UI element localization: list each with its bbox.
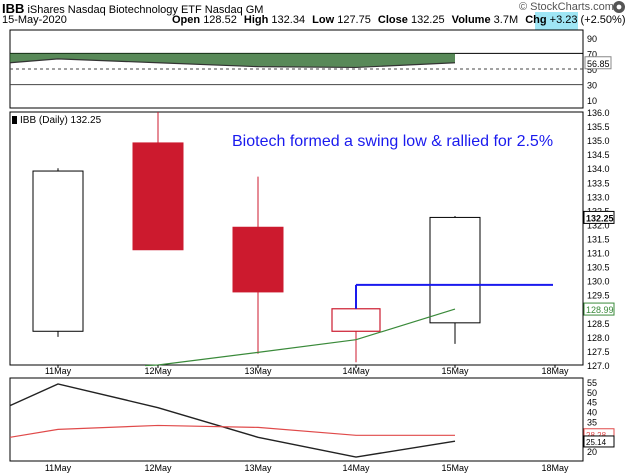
price-tick-label: 135.0	[587, 136, 610, 146]
gear-icon[interactable]	[611, 0, 627, 14]
bottom-x-axis-label: 11May	[45, 463, 72, 473]
security-name: iShares Nasdaq Biotechnology ETF	[27, 4, 202, 16]
price-tick-label: 134.5	[587, 150, 610, 160]
indicator-tick-label: 90	[587, 34, 597, 44]
oscillator-main-line	[9, 383, 456, 458]
price-tick-label: 128.0	[587, 333, 610, 343]
price-tick-label: 129.5	[587, 291, 610, 301]
bottom-x-axis-label: 14May	[342, 463, 370, 473]
indicator-tick-label: 70	[587, 49, 597, 59]
price-tick-label: 133.0	[587, 192, 610, 202]
exchange: Nasdaq GM	[204, 4, 264, 16]
ma-price-label: 128.99	[586, 305, 614, 315]
price-legend: IBB (Daily) 132.25	[20, 115, 102, 126]
ohlc-line: Open 128.52 High 132.34 Low 127.75 Close…	[172, 14, 626, 26]
bottom-x-axis-label: 12May	[144, 463, 172, 473]
change-highlight	[535, 12, 578, 32]
high-label: High	[243, 14, 269, 26]
oscillator-tick-label: 50	[587, 388, 597, 398]
price-tick-label: 135.5	[587, 122, 610, 132]
oscillator-signal-line	[9, 424, 455, 438]
open-value: 128.52	[203, 14, 237, 26]
signal-value-label: 28.28	[586, 431, 607, 440]
price-tick-label: 133.5	[587, 178, 610, 188]
price-tick-label: 127.5	[587, 347, 610, 357]
oscillator-value-box	[583, 435, 615, 448]
price-tick-label: 132.0	[587, 220, 610, 230]
price-annotation: Biotech formed a swing low & rallied for…	[232, 133, 553, 150]
bottom-x-axis-label: 15May	[441, 463, 469, 473]
indicator-overbought-area	[10, 53, 455, 68]
low-label: Low	[312, 14, 335, 26]
oscillator-tick-label: 45	[587, 398, 597, 408]
indicator-line	[9, 58, 456, 69]
last-price-label: 132.25	[586, 213, 614, 223]
high-value: 132.34	[271, 14, 306, 26]
x-axis-label: 12May	[144, 366, 172, 376]
indicator-value-box	[584, 56, 612, 70]
indicator-tick-label: 10	[587, 96, 597, 106]
close-value: 132.25	[410, 14, 445, 26]
candle-body	[132, 142, 184, 251]
chg-value: +3.23	[549, 14, 578, 26]
ma-price-box	[583, 302, 615, 316]
x-axis-label: 15May	[441, 366, 469, 376]
price-tick-label: 130.5	[587, 263, 610, 273]
close-label: Close	[377, 14, 408, 26]
open-label: Open	[172, 14, 201, 26]
watermark: © StockCharts.com	[519, 1, 614, 13]
bottom-x-axis-label: 13May	[244, 463, 272, 473]
price-tick-label: 127.0	[587, 361, 610, 371]
oscillator-tick-label: 40	[587, 408, 597, 418]
oscillator-panel-frame	[9, 377, 584, 462]
bottom-x-axis-label: 18May	[541, 463, 569, 473]
volume-label: Volume	[451, 14, 491, 26]
x-axis-label: 11May	[45, 366, 72, 376]
header-date: 15-May-2020	[2, 14, 67, 26]
ticker-symbol: IBB	[2, 1, 25, 16]
oscillator-tick-label: 55	[587, 378, 597, 388]
indicator-panel-frame	[9, 29, 584, 109]
price-tick-label: 128.5	[587, 319, 610, 329]
price-tick-label: 131.5	[587, 235, 610, 245]
x-axis-label: 14May	[342, 366, 370, 376]
volume-value: 3.7M	[493, 14, 519, 26]
indicator-tick-label: 50	[587, 65, 597, 75]
last-price-box	[583, 210, 615, 224]
candle-body	[429, 216, 481, 324]
x-axis-label: 18May	[541, 366, 569, 376]
candle-body	[331, 308, 381, 332]
low-value: 127.75	[337, 14, 371, 26]
legend-candle-icon	[12, 116, 17, 124]
price-tick-label: 131.0	[587, 249, 610, 259]
indicator-value-label: 56.85	[587, 59, 610, 69]
price-tick-label: 136.0	[587, 108, 610, 118]
oscillator-tick-label: 35	[587, 417, 597, 427]
price-tick-label: 130.0	[587, 277, 610, 287]
indicator-tick-label: 30	[587, 81, 597, 91]
chg-label: Chg	[525, 14, 547, 26]
oscillator-tick-label: 20	[587, 447, 597, 457]
price-panel-frame	[9, 111, 584, 366]
candle-body	[32, 170, 84, 332]
price-tick-label: 134.0	[587, 164, 610, 174]
candle-body	[232, 226, 284, 293]
chg-percent: (+2.50%)	[580, 14, 626, 26]
x-axis-label: 13May	[244, 366, 272, 376]
oscillator-value-label: 25.14	[586, 438, 607, 447]
header-line-1: IBB iShares Nasdaq Biotechnology ETF Nas…	[2, 1, 263, 16]
moving-average-line	[144, 308, 456, 367]
